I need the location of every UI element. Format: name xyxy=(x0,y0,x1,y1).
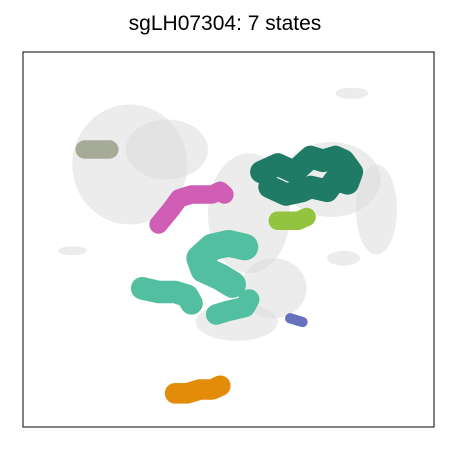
plot-frame xyxy=(22,51,435,428)
background-cluster-9 xyxy=(327,250,361,266)
chart-title: sgLH07304: 7 states xyxy=(128,12,322,35)
background-cluster-7 xyxy=(57,246,87,256)
background-cluster-5 xyxy=(355,164,398,255)
background-cluster-2 xyxy=(125,119,208,180)
state-cluster-9 xyxy=(164,375,231,404)
background-cluster-6 xyxy=(335,87,369,99)
state-cluster-3 xyxy=(149,181,234,234)
state-cluster-7 xyxy=(205,289,260,325)
state-cluster-5 xyxy=(186,229,259,298)
state-cluster-4 xyxy=(268,207,316,230)
state-cluster-1 xyxy=(250,145,364,206)
highlighted-states xyxy=(75,140,364,404)
state-cluster-8 xyxy=(285,313,308,328)
state-cluster-6 xyxy=(130,276,203,315)
background-cells xyxy=(57,87,398,341)
